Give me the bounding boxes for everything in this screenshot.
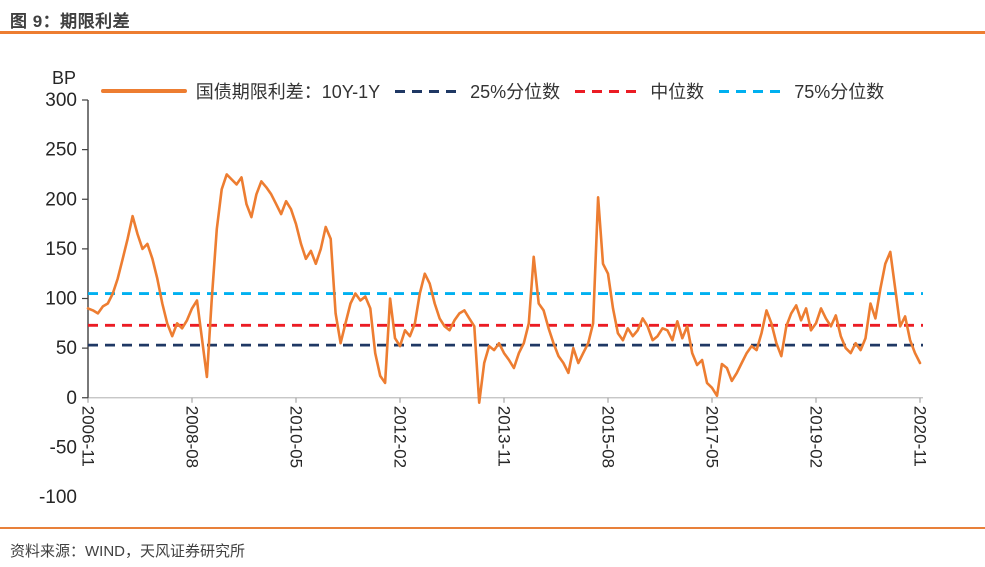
svg-text:2006-11: 2006-11 [79, 406, 98, 467]
svg-text:150: 150 [45, 239, 77, 260]
legend-label-p25: 25%分位数 [470, 82, 561, 102]
svg-text:2010-05: 2010-05 [287, 406, 306, 468]
page-title: 图 9：期限利差 [10, 12, 131, 31]
source-text: 资料来源：WIND，天风证券研究所 [10, 543, 245, 560]
p75-dashed-swatch-icon [719, 89, 786, 93]
y-axis-unit-label: BP [52, 68, 77, 88]
legend-item-p75: 75%分位数 [719, 78, 884, 104]
legend-item-spread: 国债期限利差：10Y-1Y [100, 78, 381, 104]
legend-item-p25: 25%分位数 [395, 78, 560, 104]
svg-text:200: 200 [45, 189, 77, 210]
spread-line-swatch-icon [100, 89, 187, 93]
svg-text:-100: -100 [39, 487, 77, 508]
legend-label-spread: 国债期限利差：10Y-1Y [195, 82, 381, 102]
legend-item-median: 中位数 [575, 78, 704, 104]
svg-text:50: 50 [56, 338, 77, 359]
p25-dashed-swatch-icon [395, 89, 462, 93]
svg-text:2019-02: 2019-02 [807, 406, 826, 468]
svg-text:2013-11: 2013-11 [495, 406, 514, 467]
svg-text:250: 250 [45, 140, 77, 161]
median-dashed-swatch-icon [575, 89, 642, 93]
title-rule [0, 31, 985, 34]
source-rule [0, 527, 985, 529]
svg-text:2008-08: 2008-08 [183, 406, 202, 468]
svg-text:0: 0 [66, 388, 77, 409]
chart-legend: 国债期限利差：10Y-1Y 25%分位数 中位数 75%分位数 [0, 79, 985, 103]
svg-text:300: 300 [45, 90, 77, 111]
svg-text:2015-08: 2015-08 [599, 406, 618, 468]
svg-text:2012-02: 2012-02 [391, 406, 410, 468]
svg-text:-50: -50 [50, 437, 77, 458]
svg-text:100: 100 [45, 289, 77, 310]
svg-text:2020-11: 2020-11 [911, 406, 930, 467]
svg-text:2017-05: 2017-05 [703, 406, 722, 468]
legend-label-p75: 75%分位数 [794, 82, 885, 102]
legend-label-median: 中位数 [650, 82, 705, 102]
